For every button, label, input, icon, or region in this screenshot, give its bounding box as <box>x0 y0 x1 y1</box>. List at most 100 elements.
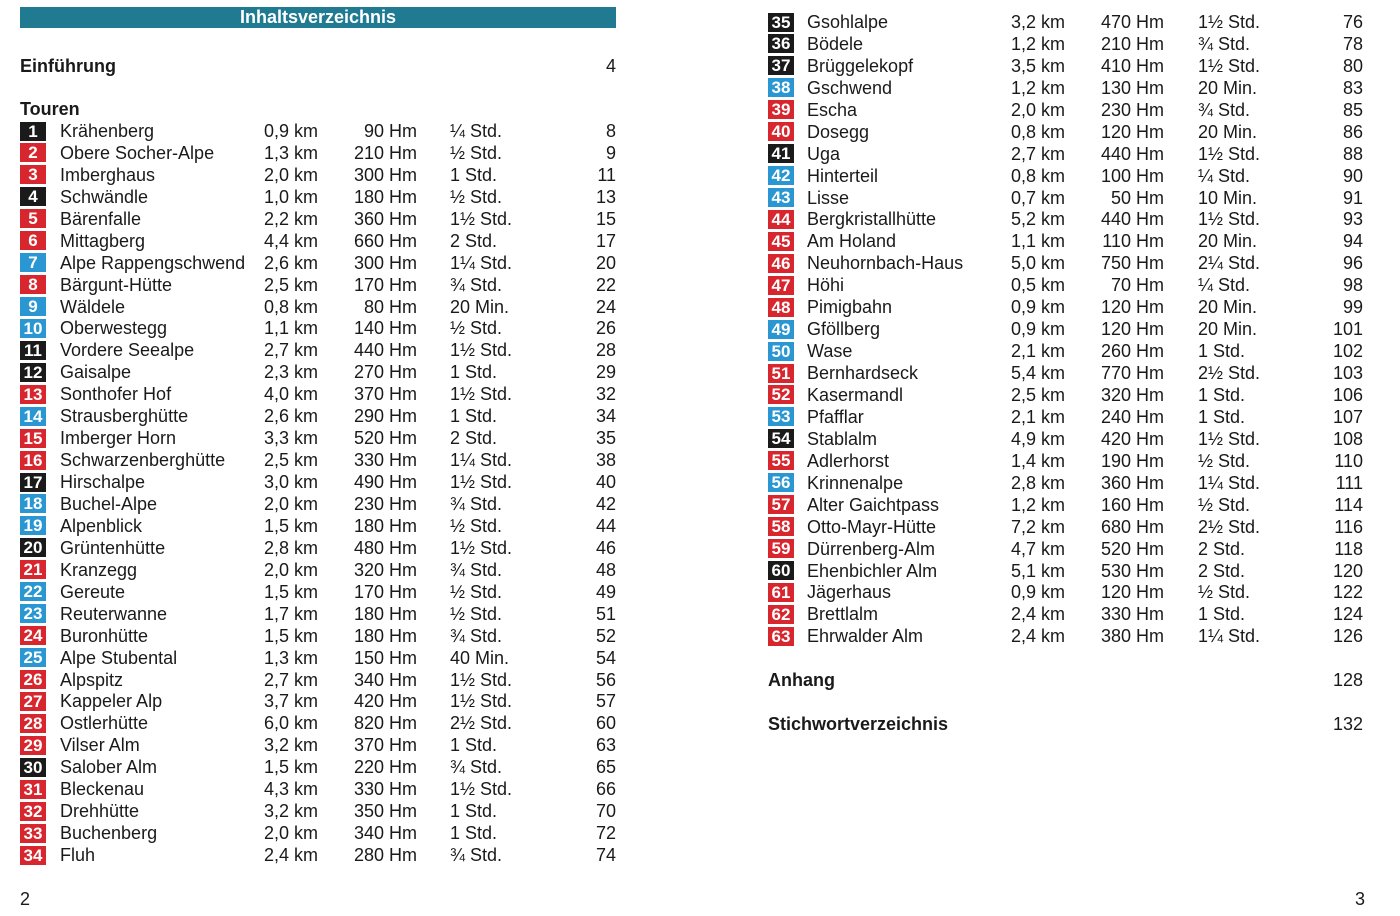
tour-number: 55 <box>768 451 794 471</box>
tour-name: Hirschalpe <box>60 472 146 493</box>
tour-distance: 2,4 km <box>263 845 318 866</box>
tour-elevation: 410 Hm <box>1100 55 1164 76</box>
tour-duration: ¾ Std. <box>450 757 503 778</box>
tour-duration: 1½ Std. <box>1198 12 1261 32</box>
tour-distance: 2,0 km <box>1010 99 1065 120</box>
tour-elevation: 490 Hm <box>353 472 417 493</box>
tour-distance: 1,2 km <box>1010 494 1065 515</box>
tour-distance: 3,7 km <box>263 691 318 712</box>
tour-duration: 1 Std. <box>450 735 498 756</box>
tour-name: Krinnenalpe <box>807 472 904 493</box>
tour-duration: 1½ Std. <box>450 384 513 405</box>
tour-number: 16 <box>20 450 46 470</box>
tour-duration: ¾ Std. <box>450 559 503 580</box>
tour-elevation: 210 Hm <box>1100 33 1164 54</box>
tour-elevation: 770 Hm <box>1100 363 1164 384</box>
tour-number: 35 <box>768 12 794 32</box>
tour-page: 34 <box>595 406 616 427</box>
tour-page: 88 <box>1342 143 1363 164</box>
tour-number: 5 <box>20 209 46 229</box>
tour-elevation: 170 Hm <box>353 581 417 602</box>
tour-elevation: 440 Hm <box>1100 209 1164 230</box>
tour-duration: 2½ Std. <box>450 713 513 734</box>
tour-name: Imberger Horn <box>60 428 177 449</box>
tour-page: 44 <box>595 515 616 536</box>
tour-page: 63 <box>595 735 616 756</box>
tour-duration: ½ Std. <box>450 603 503 624</box>
tour-page: 83 <box>1342 77 1363 98</box>
tour-number: 17 <box>20 472 46 492</box>
tour-page: 60 <box>595 713 616 734</box>
tour-elevation: 180 Hm <box>353 603 417 624</box>
tour-distance: 4,3 km <box>263 779 318 800</box>
tour-distance: 2,0 km <box>263 559 318 580</box>
tour-duration: 1 Std. <box>1198 406 1246 427</box>
tour-distance: 1,1 km <box>263 318 318 339</box>
tour-number: 11 <box>20 340 46 360</box>
tour-duration: 1¼ Std. <box>1198 472 1261 493</box>
tour-elevation: 120 Hm <box>1100 121 1164 142</box>
tour-elevation: 240 Hm <box>1100 406 1164 427</box>
tour-name: Drehhütte <box>60 801 140 822</box>
tour-duration: 1¼ Std. <box>450 450 513 471</box>
section-page: 4 <box>605 56 616 76</box>
tour-name: Pfafflar <box>807 406 864 427</box>
tour-duration: ¾ Std. <box>450 625 503 646</box>
tour-page: 107 <box>1332 406 1363 427</box>
tour-distance: 2,7 km <box>263 340 318 361</box>
tour-distance: 0,8 km <box>263 296 318 317</box>
tour-distance: 2,6 km <box>263 406 318 427</box>
tour-page: 66 <box>595 779 616 800</box>
tour-elevation: 360 Hm <box>353 208 417 229</box>
tour-page: 8 <box>605 121 616 141</box>
tour-page: 20 <box>595 252 616 273</box>
tour-duration: 2½ Std. <box>1198 363 1261 384</box>
tour-page: 111 <box>1335 472 1363 493</box>
tour-elevation: 220 Hm <box>353 757 417 778</box>
tour-number: 1 <box>20 121 46 141</box>
tour-number: 39 <box>768 100 794 120</box>
tour-number: 27 <box>20 691 46 711</box>
tour-name: Höhi <box>807 275 845 296</box>
tour-number: 53 <box>768 407 794 427</box>
tour-distance: 2,0 km <box>263 164 318 185</box>
tour-distance: 0,5 km <box>1010 275 1065 296</box>
tour-name: Alpenblick <box>60 515 143 536</box>
tour-page: 93 <box>1342 209 1363 230</box>
tour-name: Alter Gaichtpass <box>807 494 940 515</box>
tour-elevation: 750 Hm <box>1100 253 1164 274</box>
tour-elevation: 270 Hm <box>353 362 417 383</box>
tour-duration: ¼ Std. <box>1198 275 1251 296</box>
tour-name: Wäldele <box>60 296 126 317</box>
tour-duration: 1½ Std. <box>1198 143 1261 164</box>
tour-elevation: 660 Hm <box>353 230 417 251</box>
tour-number: 51 <box>768 363 794 383</box>
tour-number: 8 <box>20 275 46 295</box>
tour-distance: 3,2 km <box>263 735 318 756</box>
tour-number: 58 <box>768 517 794 537</box>
tour-page: 74 <box>595 845 616 866</box>
tour-duration: 20 Min. <box>1198 319 1258 340</box>
tour-page: 90 <box>1342 165 1363 186</box>
tour-number: 23 <box>20 604 46 624</box>
tour-elevation: 70 Hm <box>1110 275 1164 296</box>
tour-number: 45 <box>768 231 794 251</box>
tour-duration: 2 Std. <box>1198 560 1246 581</box>
tour-duration: ¼ Std. <box>450 121 503 141</box>
page-number: 3 <box>1354 889 1365 909</box>
tour-duration: ¾ Std. <box>450 845 503 866</box>
tour-duration: 1½ Std. <box>1198 209 1261 230</box>
tour-page: 15 <box>595 208 616 229</box>
tour-distance: 5,0 km <box>1010 253 1065 274</box>
tour-distance: 2,6 km <box>263 252 318 273</box>
tour-page: 86 <box>1342 121 1363 142</box>
tour-page: 114 <box>1334 494 1363 515</box>
tour-duration: ¾ Std. <box>450 493 503 514</box>
tour-name: Bleckenau <box>60 779 145 800</box>
tour-elevation: 520 Hm <box>353 428 417 449</box>
tour-number: 20 <box>20 538 46 558</box>
tour-duration: ½ Std. <box>450 186 503 207</box>
tour-distance: 6,0 km <box>263 713 318 734</box>
tour-page: 101 <box>1332 319 1363 340</box>
